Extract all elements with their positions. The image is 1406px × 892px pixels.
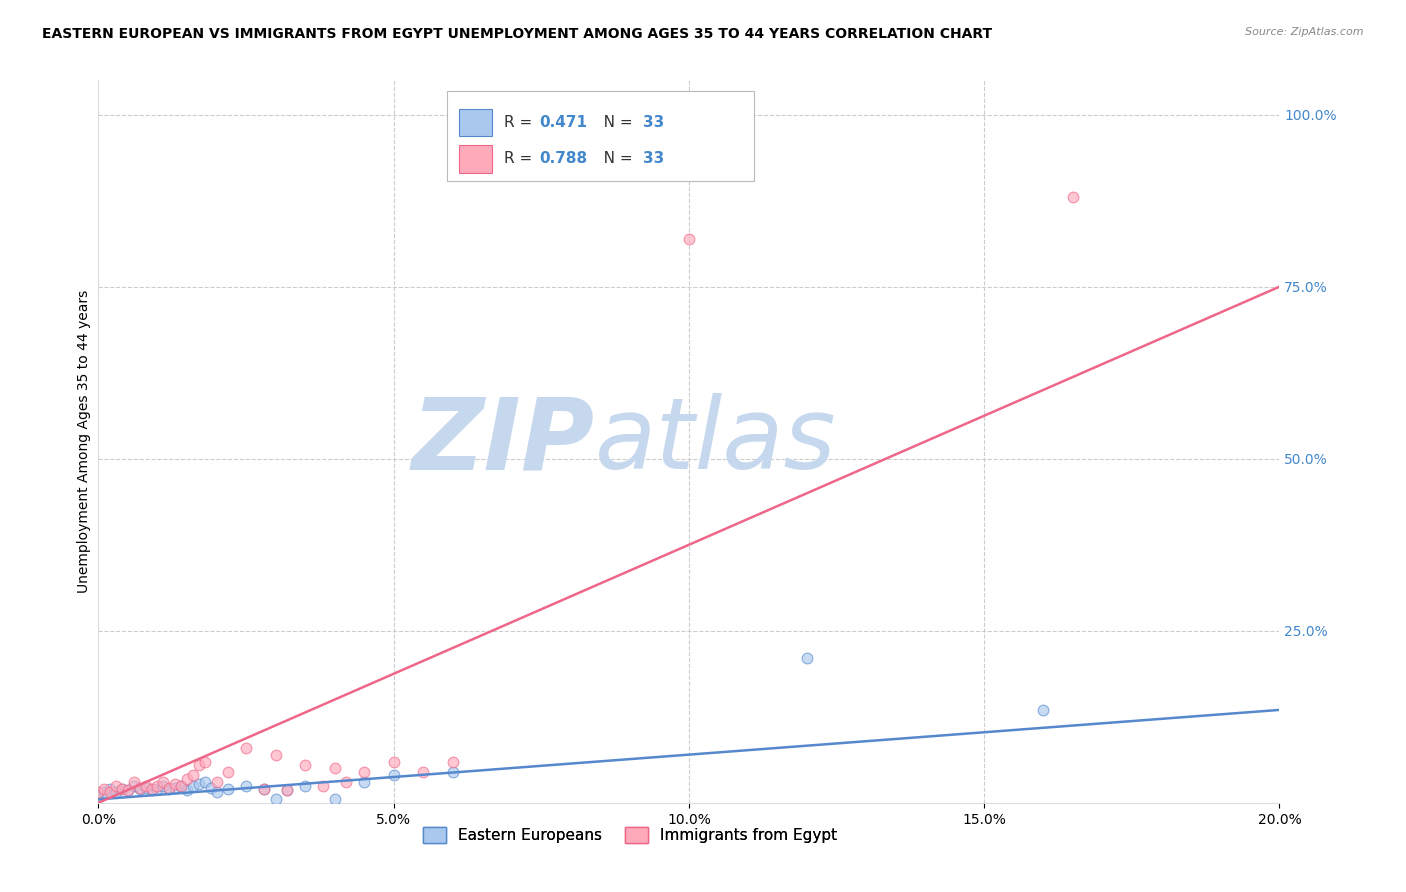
Point bbox=[187, 776, 209, 790]
Point bbox=[200, 780, 222, 795]
Point bbox=[98, 782, 121, 797]
Point bbox=[117, 783, 139, 797]
Point bbox=[157, 780, 180, 795]
Point bbox=[165, 780, 187, 795]
Point bbox=[253, 782, 276, 797]
Text: 33: 33 bbox=[643, 115, 664, 130]
Point bbox=[170, 779, 193, 793]
Point bbox=[157, 782, 180, 797]
Point bbox=[187, 758, 209, 772]
Point bbox=[152, 775, 174, 789]
Point bbox=[146, 782, 169, 797]
Text: atlas: atlas bbox=[595, 393, 837, 490]
Point bbox=[205, 775, 228, 789]
Point bbox=[87, 785, 110, 799]
Point bbox=[87, 789, 110, 803]
FancyBboxPatch shape bbox=[458, 145, 492, 172]
Point bbox=[181, 768, 204, 782]
Point bbox=[678, 231, 700, 245]
Text: R =: R = bbox=[503, 115, 537, 130]
Text: N =: N = bbox=[589, 115, 637, 130]
Point bbox=[276, 783, 298, 797]
Point bbox=[93, 782, 115, 797]
FancyBboxPatch shape bbox=[447, 91, 754, 181]
Point bbox=[135, 780, 157, 795]
Point bbox=[353, 775, 375, 789]
Point bbox=[335, 775, 357, 789]
Point bbox=[135, 779, 157, 793]
Point bbox=[294, 758, 316, 772]
Point bbox=[194, 755, 217, 769]
Point bbox=[105, 779, 128, 793]
Point bbox=[93, 785, 115, 799]
Point bbox=[312, 779, 335, 793]
Point bbox=[264, 747, 287, 762]
Point bbox=[111, 782, 134, 797]
Point bbox=[441, 755, 464, 769]
Text: 0.471: 0.471 bbox=[538, 115, 586, 130]
Point bbox=[382, 755, 405, 769]
Point bbox=[165, 776, 187, 790]
Point bbox=[353, 764, 375, 779]
FancyBboxPatch shape bbox=[458, 109, 492, 136]
Point bbox=[122, 779, 145, 793]
Point bbox=[176, 783, 198, 797]
Point bbox=[170, 779, 193, 793]
Point bbox=[181, 779, 204, 793]
Legend: Eastern Europeans, Immigrants from Egypt: Eastern Europeans, Immigrants from Egypt bbox=[416, 822, 844, 849]
Point bbox=[382, 768, 405, 782]
Text: ZIP: ZIP bbox=[412, 393, 595, 490]
Text: EASTERN EUROPEAN VS IMMIGRANTS FROM EGYPT UNEMPLOYMENT AMONG AGES 35 TO 44 YEARS: EASTERN EUROPEAN VS IMMIGRANTS FROM EGYP… bbox=[42, 27, 993, 41]
Point bbox=[141, 782, 163, 797]
Point bbox=[217, 764, 239, 779]
Point bbox=[323, 761, 346, 775]
Point bbox=[117, 783, 139, 797]
Point bbox=[194, 775, 217, 789]
Point bbox=[176, 772, 198, 786]
Point bbox=[152, 779, 174, 793]
Point bbox=[205, 785, 228, 799]
Point bbox=[276, 783, 298, 797]
Point bbox=[217, 782, 239, 797]
Point bbox=[146, 779, 169, 793]
Text: R =: R = bbox=[503, 152, 537, 166]
Y-axis label: Unemployment Among Ages 35 to 44 years: Unemployment Among Ages 35 to 44 years bbox=[77, 290, 91, 593]
Point bbox=[323, 792, 346, 806]
Point bbox=[412, 764, 434, 779]
Point bbox=[122, 775, 145, 789]
Point bbox=[1062, 190, 1084, 204]
Point bbox=[441, 764, 464, 779]
Point bbox=[128, 780, 150, 795]
Point bbox=[294, 779, 316, 793]
Point bbox=[796, 651, 818, 665]
Text: Source: ZipAtlas.com: Source: ZipAtlas.com bbox=[1246, 27, 1364, 37]
Point bbox=[98, 785, 121, 799]
Point bbox=[128, 782, 150, 797]
Text: 0.788: 0.788 bbox=[538, 152, 588, 166]
Point bbox=[235, 779, 257, 793]
Point bbox=[264, 792, 287, 806]
Text: 33: 33 bbox=[643, 152, 664, 166]
Point bbox=[253, 782, 276, 797]
Point bbox=[105, 785, 128, 799]
Point bbox=[141, 783, 163, 797]
Point bbox=[111, 782, 134, 797]
Text: N =: N = bbox=[589, 152, 637, 166]
Point bbox=[1032, 703, 1054, 717]
Point bbox=[235, 740, 257, 755]
